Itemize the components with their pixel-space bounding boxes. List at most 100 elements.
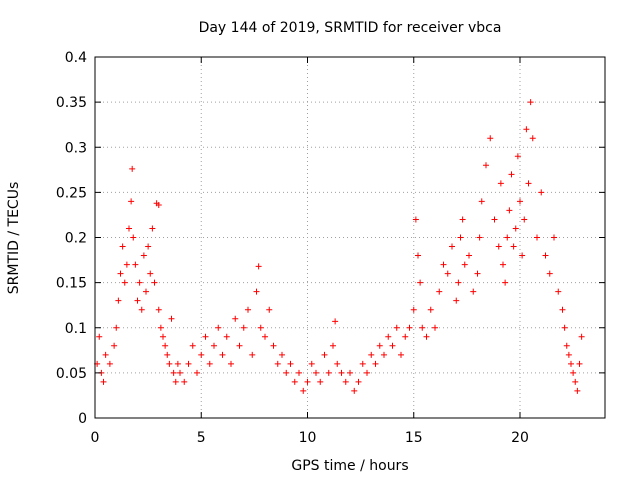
data-point — [459, 216, 466, 223]
data-point — [521, 216, 528, 223]
data-point — [143, 288, 149, 295]
data-point — [332, 318, 339, 325]
data-point — [372, 360, 379, 367]
data-point — [228, 360, 234, 367]
y-axis-ticks: 0 0.05 0.1 0.15 0.2 0.25 0.3 0.35 0.4 — [56, 50, 605, 427]
data-point — [449, 243, 455, 250]
data-point — [504, 234, 511, 241]
data-point — [121, 279, 128, 286]
data-point — [385, 333, 392, 340]
data-point — [538, 189, 545, 196]
data-point — [527, 99, 534, 106]
data-point — [168, 315, 175, 322]
data-point — [96, 333, 103, 340]
y-tick-label: 0.1 — [65, 321, 87, 337]
data-point — [502, 279, 509, 286]
data-point — [508, 171, 515, 178]
data-point — [270, 342, 277, 349]
x-tick-label: 5 — [197, 430, 206, 446]
data-point — [136, 279, 143, 286]
data-point — [483, 162, 489, 169]
x-axis-label: GPS time / hours — [291, 458, 408, 474]
data-point — [185, 360, 192, 367]
data-point — [572, 378, 579, 385]
data-point — [338, 369, 345, 376]
data-point — [160, 333, 166, 340]
data-point — [266, 306, 273, 313]
data-point — [529, 135, 536, 142]
x-tick-label: 10 — [299, 430, 317, 446]
data-point — [100, 378, 107, 385]
data-point — [166, 360, 173, 367]
data-point — [219, 351, 226, 358]
data-point — [274, 360, 281, 367]
data-point — [410, 306, 417, 313]
data-point — [181, 378, 188, 385]
data-point — [177, 369, 183, 376]
data-point — [517, 198, 523, 205]
y-tick-label: 0.35 — [56, 95, 87, 111]
data-point — [162, 342, 169, 349]
data-point — [317, 378, 324, 385]
data-point — [223, 333, 230, 340]
data-point — [113, 324, 120, 331]
data-point — [470, 288, 477, 295]
data-point — [194, 369, 200, 376]
data-point — [542, 252, 549, 259]
data-point — [436, 288, 443, 295]
y-axis-label: SRMTID / TECUs — [6, 182, 22, 295]
data-point — [574, 387, 581, 394]
y-tick-label: 0.25 — [56, 185, 87, 201]
y-tick-label: 0 — [78, 411, 87, 427]
data-point — [559, 306, 566, 313]
data-point — [551, 234, 557, 241]
data-point — [249, 351, 256, 358]
data-point — [570, 369, 577, 376]
data-point — [211, 342, 217, 349]
data-point — [145, 243, 152, 250]
data-point — [174, 360, 181, 367]
data-point — [381, 351, 387, 358]
data-point — [546, 270, 553, 277]
data-points — [94, 99, 585, 394]
x-tick-label: 0 — [91, 430, 100, 446]
data-point — [412, 216, 419, 223]
data-point — [170, 369, 177, 376]
data-point — [236, 342, 243, 349]
plot-frame — [94, 56, 606, 419]
data-point — [453, 297, 460, 304]
data-point — [476, 234, 483, 241]
data-point — [525, 180, 532, 187]
data-point — [283, 369, 290, 376]
data-point — [155, 306, 162, 313]
data-point — [172, 378, 179, 385]
y-tick-label: 0.4 — [65, 50, 87, 66]
data-point — [432, 324, 438, 331]
data-point — [519, 252, 526, 259]
data-point — [364, 369, 370, 376]
data-point — [321, 351, 328, 358]
data-point — [138, 306, 145, 313]
chart-title: Day 144 of 2019, SRMTID for receiver vbc… — [199, 20, 502, 36]
data-point — [461, 261, 468, 268]
data-point — [151, 279, 158, 286]
data-point — [240, 324, 247, 331]
data-point — [389, 342, 396, 349]
data-point — [457, 234, 464, 241]
data-point — [555, 288, 562, 295]
data-point — [565, 351, 572, 358]
data-point — [561, 324, 568, 331]
data-point — [455, 279, 462, 286]
x-axis-ticks: 0 5 10 15 20 — [91, 57, 529, 446]
data-point — [510, 243, 517, 250]
data-point — [359, 360, 366, 367]
data-point — [474, 270, 481, 277]
data-point — [351, 387, 358, 394]
y-tick-label: 0.3 — [65, 140, 87, 156]
data-point — [368, 351, 375, 358]
data-point — [198, 351, 205, 358]
data-point — [440, 261, 447, 268]
data-point — [155, 202, 162, 209]
data-point — [512, 225, 519, 232]
data-point — [279, 351, 285, 358]
